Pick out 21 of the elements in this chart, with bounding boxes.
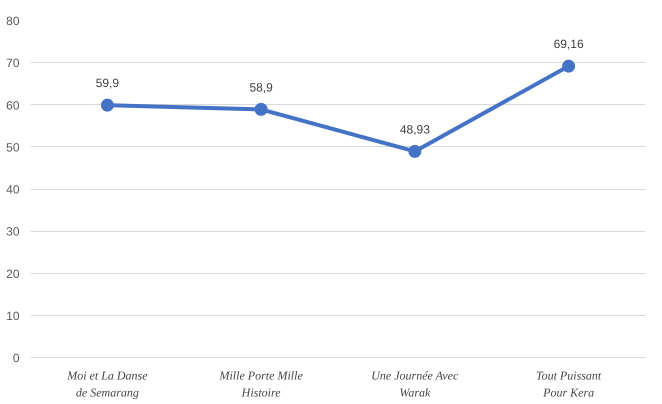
- x-tick-label: Tout Puissant Pour Kera: [536, 368, 602, 400]
- point: [562, 60, 576, 73]
- data-label: 69,16: [554, 37, 584, 52]
- data-label: 48,93: [400, 122, 430, 136]
- y-tick-label: 40: [6, 182, 20, 196]
- data-label: 59,9: [96, 76, 120, 90]
- y-tick-label: 0: [12, 351, 20, 365]
- y-tick-label: 80: [6, 14, 20, 28]
- y-tick-label: 10: [6, 308, 20, 323]
- point: [408, 144, 422, 158]
- point: [254, 102, 268, 116]
- y-tick-label: 30: [6, 224, 20, 239]
- x-tick-label: Moi et La Danse de Semarang: [66, 368, 148, 400]
- x-tick-label: Une Journée Avec Warak: [371, 368, 459, 400]
- y-tick-label: 20: [6, 266, 20, 281]
- data-label: 58,9: [249, 80, 274, 94]
- y-tick-label: 50: [6, 140, 20, 154]
- x-tick-label: Mille Porte Mille Histoire: [218, 368, 304, 400]
- point: [100, 98, 114, 112]
- y-tick-label: 60: [6, 98, 20, 112]
- y-tick-label: 70: [6, 56, 20, 70]
